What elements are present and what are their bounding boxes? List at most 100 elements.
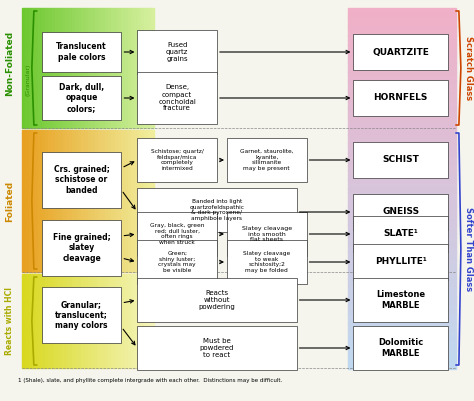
Bar bbox=[348, 49, 456, 53]
Bar bbox=[108, 130, 111, 272]
Bar bbox=[58, 130, 62, 272]
Bar bbox=[65, 274, 68, 368]
Bar bbox=[348, 318, 456, 324]
Bar bbox=[137, 138, 217, 182]
Bar bbox=[32, 130, 35, 272]
Bar bbox=[82, 274, 85, 368]
Bar bbox=[348, 229, 456, 233]
Bar bbox=[32, 274, 35, 368]
Bar bbox=[48, 8, 52, 128]
Bar bbox=[75, 8, 78, 128]
Bar bbox=[55, 130, 58, 272]
Bar bbox=[38, 274, 42, 368]
Bar bbox=[38, 8, 42, 128]
Bar bbox=[111, 8, 115, 128]
Bar bbox=[348, 89, 456, 94]
Text: Non-Foliated: Non-Foliated bbox=[6, 30, 14, 95]
Text: Foliated: Foliated bbox=[6, 180, 14, 222]
Bar bbox=[95, 274, 98, 368]
Bar bbox=[348, 57, 456, 63]
Bar bbox=[348, 265, 456, 269]
Bar bbox=[35, 130, 38, 272]
Bar bbox=[28, 8, 32, 128]
Bar bbox=[354, 278, 448, 322]
Text: Reacts
without
powdering: Reacts without powdering bbox=[199, 290, 236, 310]
Bar bbox=[42, 274, 45, 368]
Bar bbox=[348, 310, 456, 314]
Text: Must be
powdered
to react: Must be powdered to react bbox=[200, 338, 234, 358]
Bar bbox=[348, 44, 456, 49]
Bar bbox=[65, 8, 68, 128]
Bar bbox=[72, 274, 75, 368]
Bar bbox=[125, 274, 128, 368]
Bar bbox=[22, 130, 25, 272]
Text: SLATE¹: SLATE¹ bbox=[383, 229, 418, 239]
Bar bbox=[45, 130, 48, 272]
Bar bbox=[145, 130, 148, 272]
Bar bbox=[348, 341, 456, 346]
Bar bbox=[354, 80, 448, 116]
Bar bbox=[111, 274, 115, 368]
Bar bbox=[348, 336, 456, 342]
Bar bbox=[68, 274, 72, 368]
Bar bbox=[348, 282, 456, 288]
Bar bbox=[348, 273, 456, 279]
Bar bbox=[348, 179, 456, 184]
Bar bbox=[348, 219, 456, 225]
Bar bbox=[58, 8, 62, 128]
Bar bbox=[121, 274, 125, 368]
Bar bbox=[108, 8, 111, 128]
Bar bbox=[348, 278, 456, 283]
Bar bbox=[25, 130, 28, 272]
Bar bbox=[348, 130, 456, 134]
Bar bbox=[91, 274, 95, 368]
Bar bbox=[48, 274, 52, 368]
Bar bbox=[348, 354, 456, 360]
Bar bbox=[42, 287, 121, 343]
Bar bbox=[88, 130, 91, 272]
Bar bbox=[348, 363, 456, 369]
Bar bbox=[72, 130, 75, 272]
Text: Crs. grained;
schistose or
banded: Crs. grained; schistose or banded bbox=[54, 165, 109, 195]
Bar bbox=[348, 211, 456, 215]
Bar bbox=[98, 274, 101, 368]
Bar bbox=[118, 274, 121, 368]
Bar bbox=[354, 194, 448, 230]
Bar bbox=[348, 274, 456, 368]
Text: Granular;
translucent;
many colors: Granular; translucent; many colors bbox=[55, 300, 108, 330]
Bar bbox=[32, 8, 35, 128]
Bar bbox=[348, 242, 456, 247]
Bar bbox=[348, 120, 456, 126]
Bar bbox=[135, 8, 138, 128]
Bar bbox=[91, 130, 95, 272]
Text: GNEISS: GNEISS bbox=[382, 207, 419, 217]
Bar bbox=[348, 71, 456, 76]
Bar bbox=[348, 332, 456, 337]
Bar bbox=[227, 212, 307, 256]
Bar bbox=[52, 8, 55, 128]
Bar bbox=[348, 237, 456, 243]
Bar bbox=[138, 8, 141, 128]
Bar bbox=[348, 148, 456, 152]
Bar bbox=[28, 130, 32, 272]
Bar bbox=[348, 251, 456, 256]
Bar bbox=[354, 216, 448, 252]
Bar bbox=[348, 314, 456, 319]
Text: Green;
shiny luster;
crystals may
be visible: Green; shiny luster; crystals may be vis… bbox=[158, 251, 196, 273]
Bar bbox=[348, 98, 456, 103]
Bar bbox=[348, 296, 456, 301]
Bar bbox=[78, 274, 82, 368]
Text: QUARTZITE: QUARTZITE bbox=[372, 47, 429, 57]
Bar bbox=[348, 26, 456, 31]
Bar bbox=[45, 8, 48, 128]
Bar bbox=[111, 130, 115, 272]
Bar bbox=[348, 161, 456, 166]
Bar bbox=[115, 8, 118, 128]
Bar bbox=[348, 346, 456, 350]
Bar bbox=[75, 274, 78, 368]
Bar bbox=[348, 116, 456, 121]
Bar bbox=[131, 274, 135, 368]
Bar bbox=[91, 8, 95, 128]
Bar bbox=[85, 130, 88, 272]
Bar bbox=[348, 215, 456, 220]
